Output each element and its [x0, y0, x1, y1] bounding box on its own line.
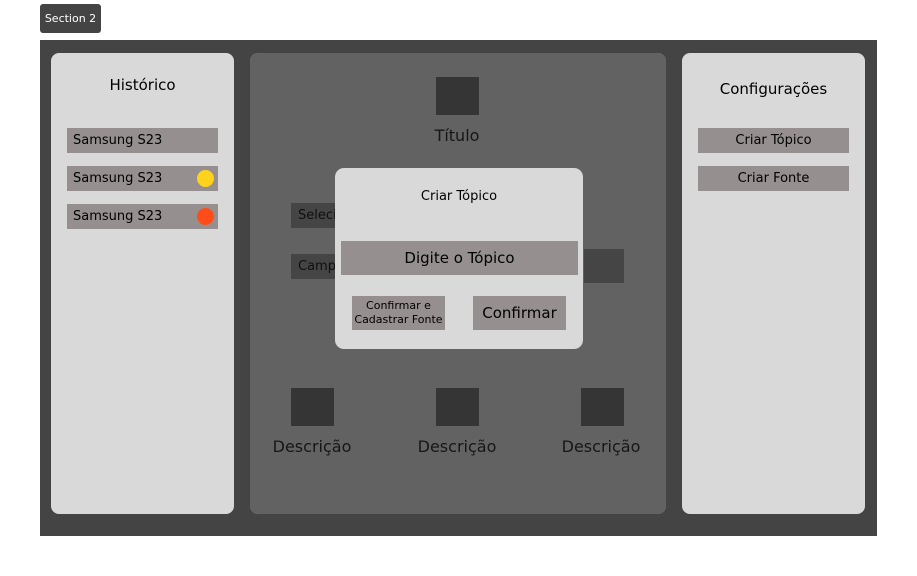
create-topic-button[interactable]: Criar Tópico [698, 128, 849, 153]
status-dot-red-icon [197, 208, 214, 225]
history-item[interactable]: Samsung S23 [67, 204, 218, 229]
history-item-label: Samsung S23 [73, 171, 163, 186]
status-dot-yellow-icon [197, 170, 214, 187]
settings-title: Configurações [719, 80, 828, 98]
topic-input[interactable]: Digite o Tópico [341, 241, 578, 275]
confirm-and-register-source-label: Confirmar e Cadastrar Fonte [354, 299, 443, 326]
history-title: Histórico [109, 76, 176, 94]
history-panel: Histórico Samsung S23 Samsung S23 Samsun… [51, 53, 234, 514]
confirm-and-register-source-button[interactable]: Confirmar e Cadastrar Fonte [352, 296, 445, 330]
history-item[interactable]: Samsung S23 [67, 166, 218, 191]
history-item-label: Samsung S23 [73, 209, 163, 224]
history-item[interactable]: Samsung S23 [67, 128, 218, 153]
section-tag: Section 2 [40, 4, 101, 33]
create-topic-modal: Criar Tópico Digite o Tópico Confirmar e… [335, 168, 583, 349]
history-item-label: Samsung S23 [73, 133, 163, 148]
settings-panel: Configurações Criar Tópico Criar Fonte [682, 53, 865, 514]
create-source-button[interactable]: Criar Fonte [698, 166, 849, 191]
modal-title: Criar Tópico [420, 189, 498, 204]
confirm-button[interactable]: Confirmar [473, 296, 566, 330]
